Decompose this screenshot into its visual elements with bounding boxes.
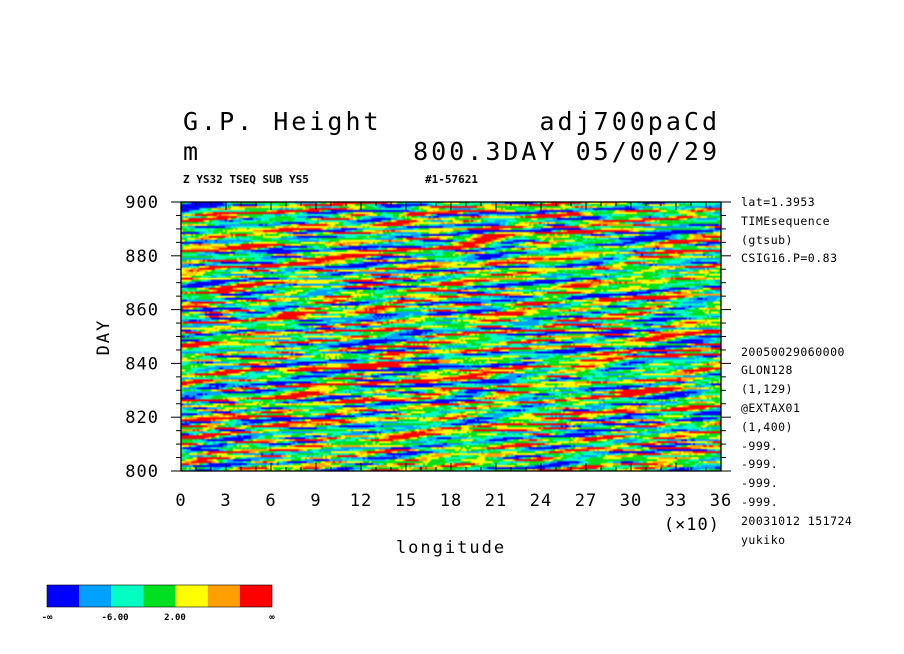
y-tick-label: 900 [125, 193, 159, 213]
side-info-line: -999. [741, 495, 778, 509]
colorbar-swatch [79, 585, 112, 607]
x-tick-label: 30 [620, 491, 642, 511]
x-tick-label: 6 [265, 491, 276, 511]
y-tick-label: 860 [125, 301, 159, 321]
side-info-line: yukiko [741, 533, 786, 547]
x-tick-label: 33 [665, 491, 687, 511]
subtitle-right: 800.3DAY 05/00/29 [413, 137, 720, 166]
x-tick-label: 3 [220, 491, 231, 511]
colorbar-label: -∞ [42, 613, 53, 623]
x-tick-labels: 0 3 6 9 12 15 18 21 24 27 30 33 36 [175, 491, 732, 511]
y-tick-label: 840 [125, 354, 159, 374]
heatmap-image [181, 202, 721, 471]
colorbar-swatch [47, 585, 80, 607]
x-tick-label: 15 [395, 491, 417, 511]
side-info-line: 20050029060000 [741, 345, 845, 359]
colorbar-swatch [239, 585, 272, 607]
colorbar-swatch [175, 585, 208, 607]
side-info-line: TIMEsequence [741, 214, 830, 228]
side-info-line: lat=1.3953 [741, 195, 815, 209]
side-info-line: 20031012 151724 [741, 514, 852, 528]
side-info-line: (1,400) [741, 420, 793, 434]
y-tick-label: 800 [125, 462, 159, 482]
x-multiplier: (×10) [664, 515, 720, 535]
heatmap-field [181, 202, 721, 471]
side-info-line: -999. [741, 476, 778, 490]
axis-ticks [171, 201, 731, 472]
colorbar-swatch [143, 585, 176, 607]
side-info-line: -999. [741, 457, 778, 471]
x-tick-label: 0 [175, 491, 186, 511]
y-tick-labels: 800 820 840 860 880 900 [125, 193, 159, 482]
x-tick-label: 21 [485, 491, 507, 511]
y-tick-label: 820 [125, 408, 159, 428]
colorbar-frame [46, 584, 273, 608]
colorbar-swatch [207, 585, 240, 607]
small-title-right: #1-57621 [425, 173, 478, 186]
x-tick-label: 27 [575, 491, 597, 511]
title-right: adj700paCd [539, 107, 720, 136]
x-axis-label: longitude [396, 538, 506, 558]
side-info-line: (1,129) [741, 382, 793, 396]
side-info-line: -999. [741, 439, 778, 453]
side-info-line: GLON128 [741, 363, 793, 377]
colorbar-label: 2.00 [164, 613, 186, 623]
colorbar: -∞ -6.00 2.00 ∞ [42, 584, 275, 623]
x-tick-label: 12 [350, 491, 372, 511]
units-label: m [183, 137, 201, 166]
x-tick-label: 36 [710, 491, 732, 511]
colorbar-label: -6.00 [101, 613, 128, 623]
x-tick-label: 9 [310, 491, 321, 511]
small-title-left: Z YS32 TSEQ SUB YS5 [183, 173, 309, 186]
y-tick-label: 880 [125, 247, 159, 267]
colorbar-swatch [111, 585, 144, 607]
side-info-line: CSIG16.P=0.83 [741, 251, 838, 265]
x-tick-label: 18 [440, 491, 462, 511]
x-tick-label: 24 [530, 491, 552, 511]
side-info-line: @EXTAX01 [741, 401, 800, 415]
side-info: lat=1.3953 TIMEsequence (gtsub) CSIG16.P=0.… [741, 195, 852, 547]
colorbar-label: ∞ [269, 613, 275, 623]
title-left: G.P. Height [183, 107, 382, 136]
side-info-line: (gtsub) [741, 233, 793, 247]
y-axis-label: DAY [94, 319, 114, 356]
